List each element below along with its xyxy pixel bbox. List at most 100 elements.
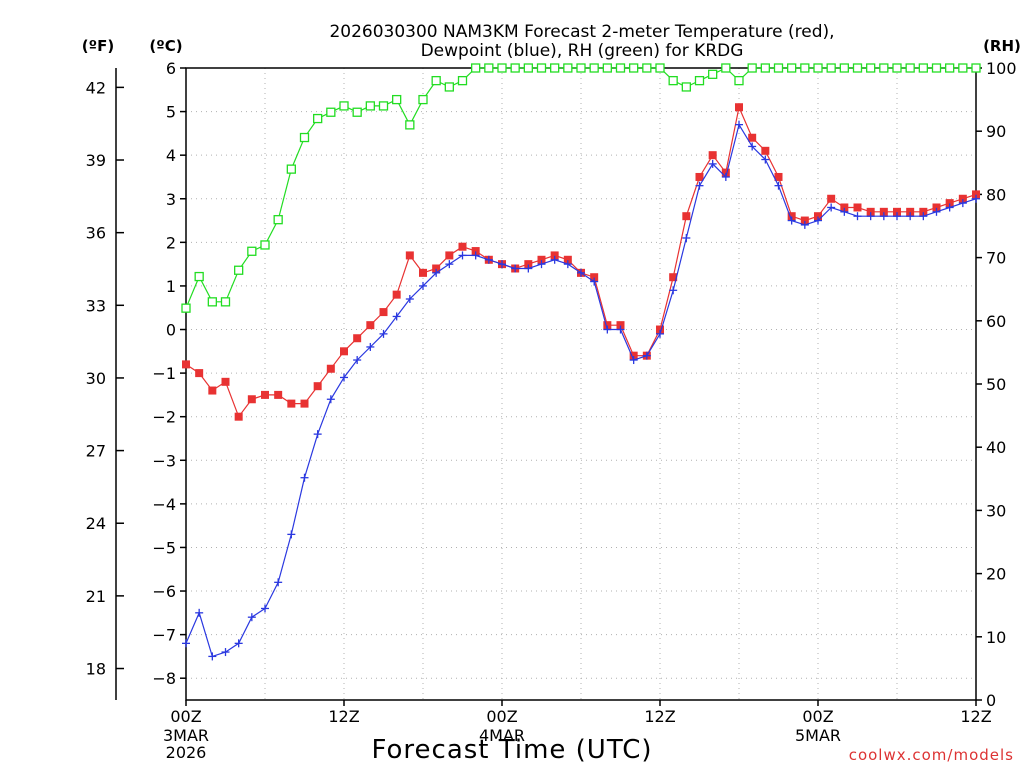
celsius-tick-label: −4 [152, 495, 176, 514]
temperature-point [787, 212, 796, 221]
dewpoint-point [379, 329, 388, 338]
temperature-point [708, 151, 717, 160]
rh-point [879, 63, 889, 73]
x-date-label: 4MAR [479, 726, 525, 745]
dewpoint-point [261, 604, 269, 613]
fahrenheit-tick-label: 21 [86, 587, 106, 606]
temperature-point [590, 273, 599, 282]
rh-point [918, 63, 928, 73]
rh-point [431, 75, 441, 86]
axes: 18 21 24 27 30 33 36 39 42 −8 −7 −6 −5 −4 −3 −2 −1 0 1 2 3 4 5… [86, 59, 1017, 762]
temperature-point [800, 216, 809, 225]
temperature-point [537, 255, 546, 264]
rh-tick-label: 80 [986, 185, 1006, 204]
rh-point [550, 63, 560, 73]
rh-point [247, 246, 257, 256]
rh-tick-label: 100 [986, 59, 1017, 78]
temperature-point [274, 390, 283, 399]
dewpoint-point [814, 216, 822, 225]
temperature-point [761, 146, 770, 155]
dewpoint-point [274, 578, 283, 587]
celsius-tick-label: 0 [166, 321, 176, 340]
rh-point [286, 164, 296, 174]
rh-point [484, 63, 494, 73]
rh-point [589, 63, 599, 73]
rh-point [576, 63, 586, 73]
temperature-point [695, 172, 704, 181]
rh-point [668, 75, 678, 86]
dewpoint-point [590, 277, 599, 286]
dewpoint-point [774, 181, 783, 190]
rh-point [523, 63, 533, 73]
dewpoint-point [221, 648, 230, 657]
dewpoint-point [695, 181, 704, 190]
dewpoint-point [195, 608, 204, 617]
rh-point [760, 63, 770, 73]
temperature-point [458, 242, 467, 251]
rh-point [813, 63, 823, 73]
temperature-point [866, 207, 875, 216]
rh-point [681, 82, 691, 92]
temperature-point [340, 347, 348, 356]
rh-point [694, 75, 705, 86]
chart-title-line1: 2026030300 NAM3KM Forecast 2-meter Tempe… [329, 22, 834, 42]
dewpoint-point [840, 207, 849, 216]
rh-point [313, 113, 323, 124]
rh-point [747, 63, 757, 73]
rh-point [708, 69, 718, 79]
rh-point [339, 101, 349, 111]
rh-point [945, 63, 955, 73]
dewpoint-point [366, 342, 375, 351]
rh-point [352, 107, 362, 117]
x-date-label: 2026 [166, 743, 207, 762]
temperature-point [471, 247, 480, 256]
rh-point [905, 63, 915, 73]
rh-point [326, 107, 336, 117]
rh-point [273, 215, 283, 225]
rh-point [536, 63, 547, 73]
rh-point [971, 63, 981, 73]
rh-point [721, 63, 731, 73]
x-tick-label: 00Z [486, 707, 517, 726]
rh-point [852, 63, 863, 73]
fahrenheit-axis-unit: (ºF) [82, 37, 114, 55]
temperature-point [445, 251, 454, 260]
dewpoint-point [853, 212, 862, 221]
temperature-point [366, 321, 375, 330]
dewpoint-point [735, 120, 743, 129]
coolwx-credit: coolwx.com/models [849, 746, 1014, 764]
dewpoint-point [616, 325, 625, 334]
dewpoint-point [300, 473, 309, 482]
dewpoint-point [919, 212, 928, 221]
dewpoint-point [471, 251, 480, 260]
temperature-point [656, 325, 664, 334]
rh-point [800, 63, 810, 73]
rh-point [615, 63, 626, 73]
dewpoint-point [972, 194, 980, 203]
celsius-tick-label: −6 [152, 582, 176, 601]
fahrenheit-tick-label: 33 [86, 296, 106, 315]
temperature-point [300, 399, 309, 408]
rh-point [931, 63, 942, 73]
temperature-point [432, 264, 441, 273]
temperature-point [814, 212, 822, 221]
rh-point [260, 240, 270, 250]
fahrenheit-tick-label: 27 [86, 442, 106, 461]
temperature-point [550, 251, 559, 260]
dewpoint-point [247, 613, 256, 622]
dewpoint-point [550, 255, 559, 264]
x-tick-label: 00Z [170, 707, 201, 726]
temperature-point [392, 290, 401, 299]
temperature-point [353, 334, 362, 343]
fahrenheit-tick-label: 30 [86, 369, 106, 388]
dewpoint-point [511, 264, 520, 273]
rh-point [392, 94, 402, 105]
rh-point [826, 63, 836, 73]
rh-tick-label: 70 [986, 249, 1006, 268]
dewpoint-point [537, 260, 546, 269]
dewpoint-point [879, 212, 888, 221]
rh-point [510, 63, 520, 73]
dewpoint-point [682, 233, 691, 242]
chart-title-line2: Dewpoint (blue), RH (green) for KRDG [421, 41, 744, 61]
dewpoint-point [708, 159, 717, 168]
